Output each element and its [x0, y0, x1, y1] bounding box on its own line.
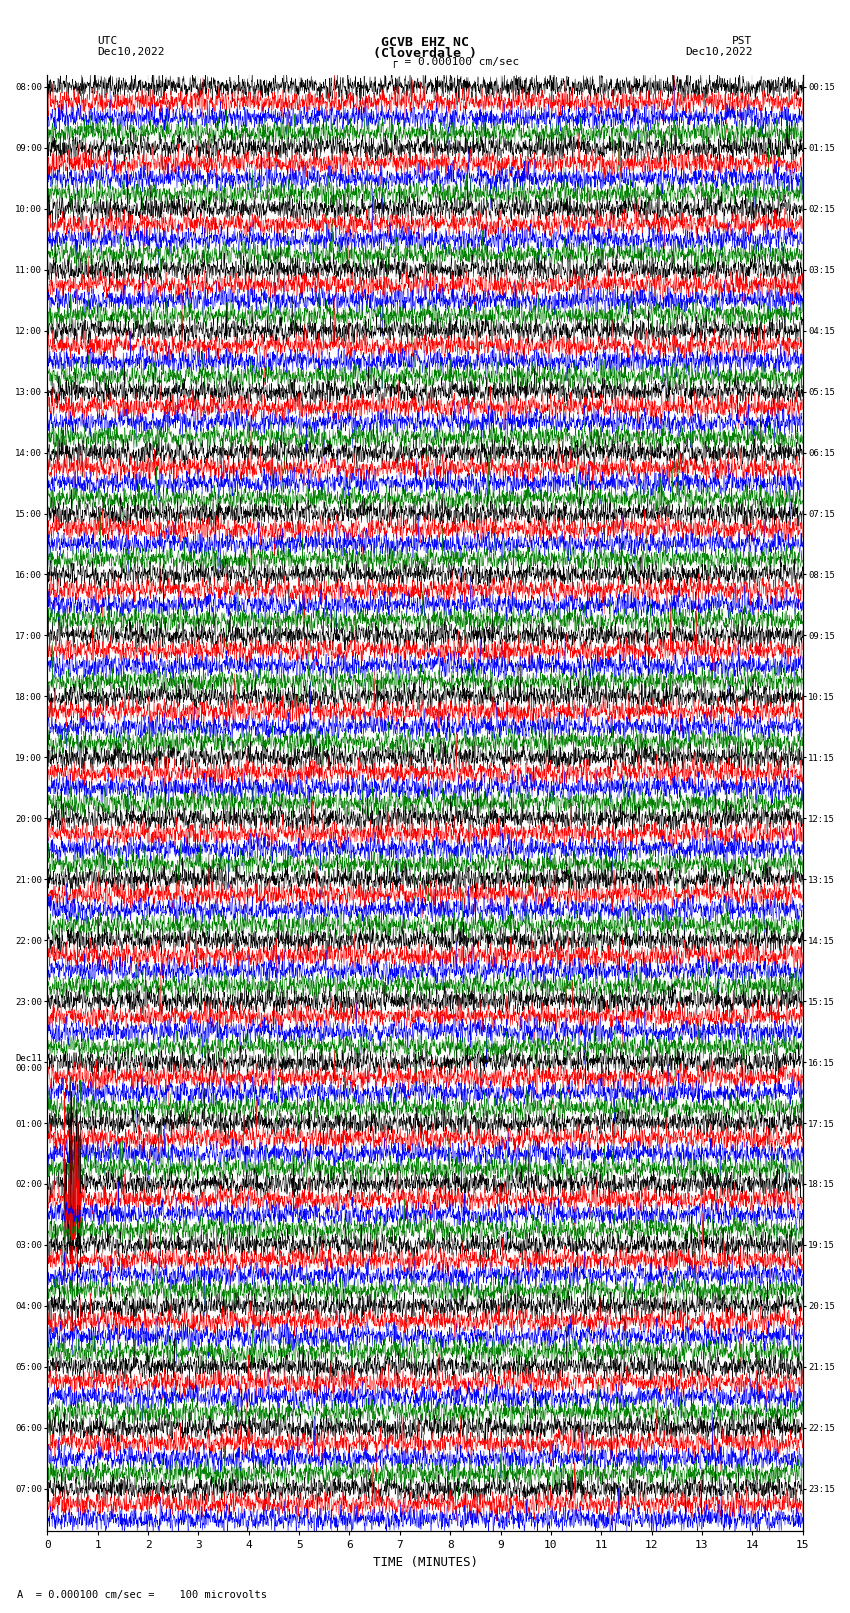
Text: Dec10,2022: Dec10,2022 [685, 47, 752, 56]
Text: (Cloverdale ): (Cloverdale ) [373, 47, 477, 60]
Text: Dec10,2022: Dec10,2022 [98, 47, 165, 56]
Text: ┌ = 0.000100 cm/sec: ┌ = 0.000100 cm/sec [391, 58, 519, 68]
Text: GCVB EHZ NC: GCVB EHZ NC [381, 37, 469, 50]
Text: PST: PST [732, 37, 752, 47]
Text: A  = 0.000100 cm/sec =    100 microvolts: A = 0.000100 cm/sec = 100 microvolts [17, 1590, 267, 1600]
Text: UTC: UTC [98, 37, 118, 47]
X-axis label: TIME (MINUTES): TIME (MINUTES) [372, 1557, 478, 1569]
